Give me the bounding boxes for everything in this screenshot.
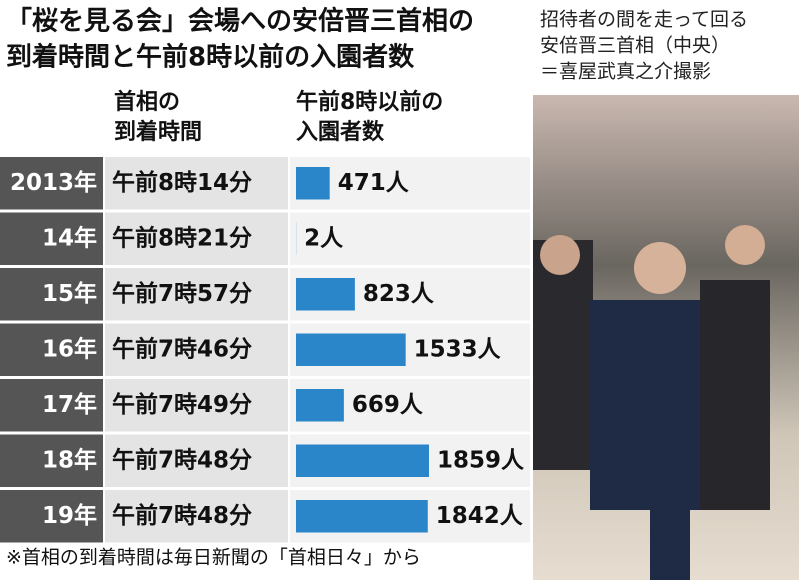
arrival-time: 午前7時48分 [112,446,252,473]
row-bar-cell [290,157,530,210]
value-label: 471人 [338,170,410,196]
arrival-time: 午前7時57分 [112,280,252,307]
row-year-cell [0,490,103,543]
arrival-time: 午前7時46分 [112,335,252,362]
row-year-cell [0,379,103,432]
bar [296,500,428,533]
row-time-cell [105,434,288,487]
value-label: 1533人 [414,336,502,362]
year-label: 16年 [42,335,97,362]
photo [533,95,799,580]
column-header: 首相の [114,89,180,115]
photo-caption: ＝喜屋武真之介撮影 [540,61,711,83]
bar [296,278,355,311]
chart-title: 到着時間と午前8時以前の入園者数 [6,42,415,73]
value-label: 823人 [363,281,435,307]
row-year-cell [0,212,103,265]
value-label: 1859人 [437,447,525,473]
chart-title: 「桜を見る会」会場への安倍晋三首相の [6,6,474,37]
column-header: 入園者数 [296,119,385,145]
photo-caption: 安倍晋三首相（中央） [540,35,730,57]
row-time-cell [105,323,288,376]
row-time-cell [105,157,288,210]
bar [296,167,330,200]
photo-caption: 招待者の間を走って回る [540,9,748,31]
bar [296,444,429,477]
value-label: 2人 [304,225,344,251]
bar [296,389,344,422]
row-year-cell [0,268,103,321]
year-label: 17年 [42,391,97,418]
arrival-time: 午前7時48分 [112,502,252,529]
arrival-time: 午前8時14分 [112,169,252,196]
row-bar-cell [290,212,530,265]
row-year-cell [0,434,103,487]
value-label: 1842人 [436,503,524,529]
year-label: 18年 [42,446,97,473]
arrival-time: 午前8時21分 [112,224,252,251]
column-header: 午前8時以前の [296,89,443,115]
row-time-cell [105,212,288,265]
year-label: 2013年 [10,169,97,196]
year-label: 14年 [42,224,97,251]
bar [296,333,406,366]
arrival-time: 午前7時49分 [112,391,252,418]
year-label: 15年 [42,280,97,307]
row-year-cell [0,323,103,376]
year-label: 19年 [42,502,97,529]
row-time-cell [105,268,288,321]
note: ※首相の到着時間は毎日新聞の「首相日々」から [6,547,421,569]
value-label: 669人 [352,392,424,418]
row-time-cell [105,379,288,432]
row-time-cell [105,490,288,543]
column-header: 到着時間 [114,119,202,145]
row-year-cell [0,157,103,210]
